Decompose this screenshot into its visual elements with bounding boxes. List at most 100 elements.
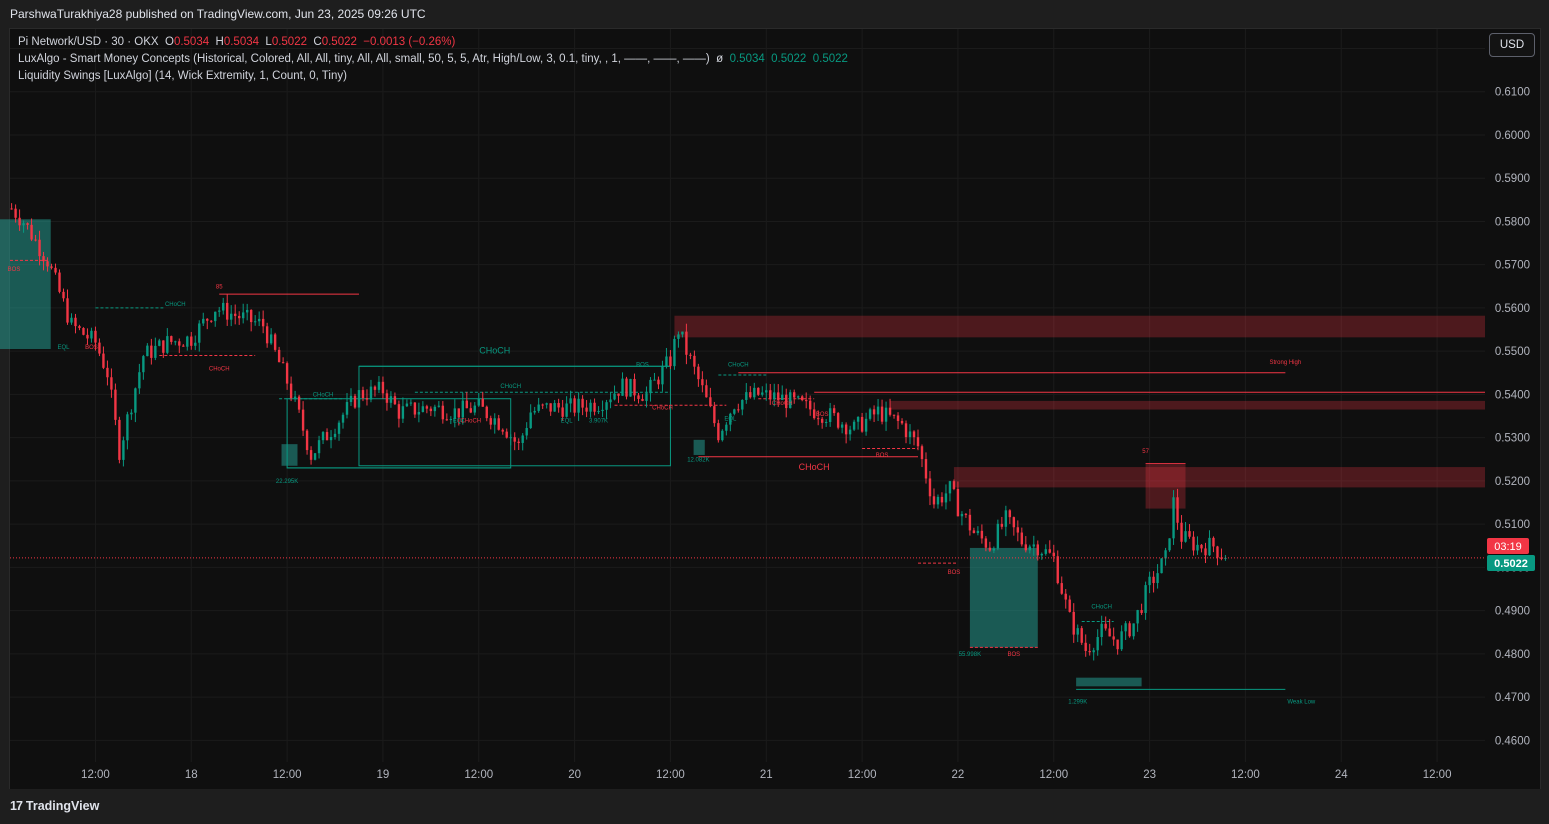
indicator-smc-row[interactable]: LuxAlgo - Smart Money Concepts (Historic…	[18, 51, 848, 68]
candle-body	[601, 409, 604, 412]
candle-body	[701, 379, 704, 386]
candle-body	[1008, 510, 1012, 518]
price-axis: 0.46000.47000.48000.49000.50000.51000.52…	[1495, 43, 1530, 747]
candle-body	[1192, 536, 1195, 551]
candle-body	[353, 395, 357, 408]
candle-body	[693, 355, 696, 367]
candle-body	[1084, 642, 1087, 652]
chart-frame[interactable]	[9, 28, 1541, 790]
candle-body	[633, 378, 636, 396]
candle-body	[126, 414, 129, 441]
candle-body	[130, 412, 133, 415]
indicator-smc-value-3: 0.5022	[812, 53, 848, 65]
candle-body	[182, 345, 185, 347]
open-label: O	[164, 36, 174, 48]
candle-body	[273, 334, 277, 350]
candle-body	[944, 493, 948, 503]
candle-body	[808, 400, 812, 410]
candle-body	[828, 408, 832, 422]
tradingview-brand[interactable]: 17 TradingView	[10, 799, 99, 813]
candle-body	[565, 403, 568, 417]
annotation-label: CHoCH	[728, 362, 749, 368]
candle-body	[1040, 553, 1043, 556]
time-tick-label: 18	[185, 769, 198, 781]
candle-body	[1180, 522, 1183, 542]
candle-body	[804, 400, 808, 402]
annotation-label: BOS	[816, 412, 829, 418]
symbol-label: Pi Network/USD · 30 · OKX	[18, 36, 159, 48]
candle-body	[553, 403, 556, 412]
candle-body	[793, 392, 796, 398]
high-label: H	[215, 36, 224, 48]
time-tick-label: 12:00	[1231, 769, 1260, 781]
annotation-label: BOS	[8, 267, 21, 273]
candle-body	[138, 372, 141, 389]
candle-body	[824, 421, 828, 423]
candle-body	[393, 396, 397, 405]
candle-body	[681, 331, 684, 335]
candle-body	[198, 323, 201, 343]
high-value: 0.5034	[223, 36, 260, 48]
indicator-liquidity-row[interactable]: Liquidity Swings [LuxAlgo] (14, Wick Ext…	[18, 68, 848, 85]
candle-body	[102, 353, 105, 368]
candle-body	[840, 424, 844, 428]
candle-body	[577, 398, 580, 413]
candle-body	[249, 309, 253, 323]
candle-body	[46, 261, 49, 267]
price-badges: 03:19 0.5022	[1487, 538, 1535, 571]
candle-body	[269, 334, 273, 344]
candle-body	[996, 523, 1000, 549]
candle-body	[900, 420, 904, 424]
candle-body	[948, 481, 952, 494]
price-tick-label: 0.5500	[1495, 346, 1530, 358]
candle-body	[90, 330, 93, 339]
candle-body	[952, 481, 956, 489]
supply-zone	[674, 315, 1485, 338]
price-tick-label: 0.5300	[1495, 433, 1530, 445]
currency-button[interactable]: USD	[1489, 33, 1535, 57]
candle-body	[872, 409, 876, 415]
change-value: −0.0013 (−0.26%)	[363, 36, 456, 48]
candle-body	[916, 437, 920, 447]
candle-body	[54, 267, 57, 273]
annotation-label: Weak Low	[1287, 700, 1316, 706]
candle-body	[956, 488, 960, 517]
candle-body	[226, 302, 229, 320]
candle-body	[365, 398, 369, 400]
time-tick-label: 19	[377, 769, 390, 781]
symbol-row[interactable]: Pi Network/USD · 30 · OKX O0.5034 H0.503…	[18, 34, 848, 51]
candle-body	[1024, 544, 1028, 551]
candle-body	[832, 408, 836, 414]
annotation-label: BOS	[948, 570, 961, 576]
candle-body	[645, 393, 648, 401]
candle-body	[924, 459, 928, 479]
candle-body	[789, 392, 792, 409]
footer-bar	[0, 789, 1549, 824]
candle-body	[1072, 611, 1075, 635]
annotation-label: Strong High	[1270, 360, 1302, 366]
candle-body	[194, 342, 197, 346]
candle-body	[186, 336, 189, 347]
candle-body	[369, 386, 373, 400]
chart-annotations: BOS EQL BOS CHoCH 85 CHoCH CHoCH 22.295K CHoCH CH…	[8, 267, 1316, 705]
candle-body	[341, 414, 345, 423]
candle-body	[920, 446, 924, 460]
candle-body	[321, 432, 325, 441]
candle-body	[481, 398, 484, 407]
candle-body	[1036, 544, 1039, 556]
candle-body	[110, 377, 113, 390]
candle-body	[801, 396, 804, 401]
annotation-label: 1.299K	[1068, 700, 1087, 706]
candle-body	[34, 239, 37, 241]
candle-body	[609, 399, 612, 403]
candle-body	[134, 388, 137, 413]
time-tick-label: 23	[1143, 769, 1156, 781]
annotation-label: CHoCH	[209, 367, 230, 373]
candle-body	[429, 408, 433, 412]
candle-body	[689, 354, 692, 356]
candle-body	[329, 436, 333, 441]
candle-body	[661, 366, 664, 385]
candle-body	[785, 394, 788, 409]
candle-body	[441, 405, 445, 420]
